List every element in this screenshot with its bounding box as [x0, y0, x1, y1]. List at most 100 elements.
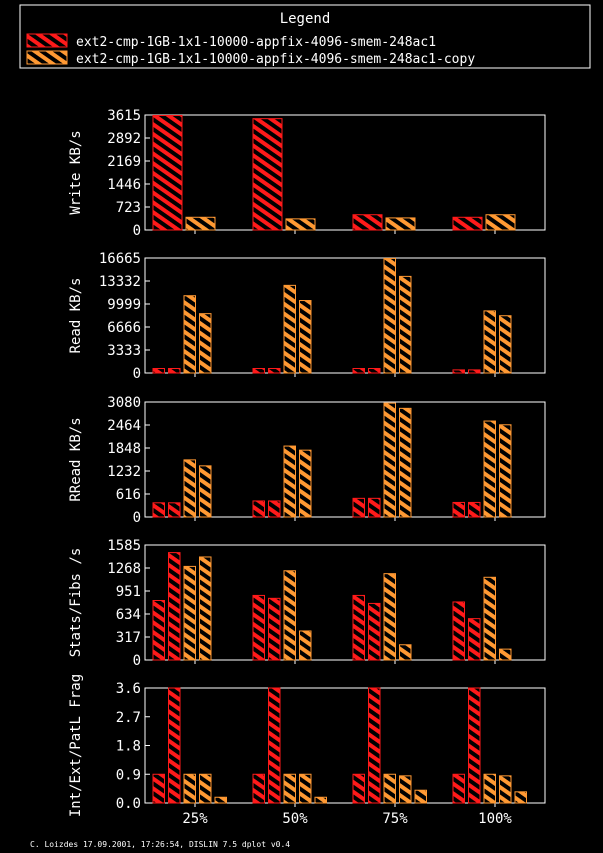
bar-100pct-series-4	[499, 775, 512, 804]
y-tick-label: 0.9	[116, 767, 141, 783]
bar-100pct-series-3	[483, 576, 496, 661]
bar-75pct-series-1	[352, 497, 365, 518]
y-tick-label: 1446	[107, 177, 141, 193]
bar-25pct-series-1	[152, 773, 165, 804]
legend-label-series-1: ext2-cmp-1GB-1x1-10000-appfix-4096-smem-…	[76, 35, 436, 50]
legend: Legend ext2-cmp-1GB-1x1-10000-appfix-409…	[19, 4, 591, 69]
bar-75pct-series-1	[352, 594, 365, 661]
y-axis-label: RRead KB/s	[68, 417, 84, 501]
bar-50pct-series-1	[252, 594, 265, 661]
y-tick-label: 723	[116, 200, 141, 216]
bar-100pct-series-5	[514, 791, 527, 804]
panel-3: 0 616 1232 1848 2464 3080 RRead KB/s	[68, 395, 546, 526]
bar-25pct-series-1	[152, 114, 183, 231]
y-tick-label: 9999	[107, 297, 141, 313]
y-tick-label: 6666	[107, 320, 141, 336]
bar-50pct-series-4	[299, 773, 312, 804]
bar-50pct-series-2	[285, 218, 316, 231]
chart-panels: 0 723 1446 2169 2892 3615 Write KB/s 0 3333 6666 9…	[68, 108, 546, 827]
bar-100pct-series-1	[452, 601, 465, 661]
y-tick-label: 2.7	[116, 710, 141, 726]
bar-50pct-series-3	[283, 445, 296, 518]
bar-25pct-series-2	[168, 552, 181, 661]
bar-50pct-series-1	[252, 118, 283, 231]
bar-75pct-series-4	[399, 407, 412, 518]
bar-25pct-series-3	[183, 773, 196, 804]
y-tick-label: 1848	[107, 441, 141, 457]
y-tick-label: 16665	[99, 251, 141, 267]
y-axis-label: Stats/Fibs /s	[68, 548, 84, 658]
bar-75pct-series-2	[368, 497, 381, 518]
bar-25pct-series-1	[152, 600, 165, 661]
plot-frame	[144, 544, 546, 661]
y-tick-label: 2892	[107, 131, 141, 147]
y-tick-label: 2464	[107, 418, 141, 434]
y-tick-label: 13332	[99, 274, 141, 290]
y-tick-label: 1268	[107, 561, 141, 577]
y-tick-label: 616	[116, 487, 141, 503]
bar-100pct-series-3	[483, 420, 496, 518]
x-tick-label: 25%	[182, 811, 208, 827]
bar-100pct-series-1	[452, 773, 465, 804]
bar-100pct-series-2	[468, 618, 481, 661]
x-tick-label: 100%	[478, 811, 512, 827]
plot-frame	[144, 257, 546, 374]
bar-75pct-series-4	[399, 275, 412, 374]
bar-100pct-series-4	[499, 648, 512, 661]
bar-75pct-series-2	[368, 687, 381, 804]
bar-75pct-series-1	[352, 214, 383, 231]
bar-50pct-series-3	[283, 570, 296, 661]
bar-50pct-series-3	[283, 284, 296, 374]
bar-100pct-series-2	[468, 369, 481, 374]
panel-2: 0 3333 6666 9999 13332 16665 Read KB/s	[68, 251, 546, 382]
bar-75pct-series-2	[385, 217, 416, 231]
bar-25pct-series-3	[183, 459, 196, 518]
bar-25pct-series-3	[183, 295, 196, 374]
bar-100pct-series-4	[499, 315, 512, 374]
bar-50pct-series-2	[268, 368, 281, 374]
bar-50pct-series-5	[314, 796, 327, 804]
bar-25pct-series-3	[183, 565, 196, 661]
legend-swatch-series-2	[26, 50, 68, 65]
y-tick-label: 2169	[107, 154, 141, 170]
bar-75pct-series-3	[383, 773, 396, 804]
bar-50pct-series-1	[252, 500, 265, 518]
legend-frame	[19, 4, 591, 69]
x-tick-label: 50%	[282, 811, 308, 827]
bar-75pct-series-4	[399, 644, 412, 661]
y-axis-label: Int/Ext/PatL Frag	[68, 674, 84, 817]
bar-100pct-series-1	[452, 216, 483, 231]
bar-75pct-series-1	[352, 368, 365, 374]
bar-25pct-series-2	[168, 502, 181, 518]
bar-50pct-series-3	[283, 773, 296, 804]
bar-25pct-series-4	[199, 773, 212, 804]
y-tick-label: 1232	[107, 464, 141, 480]
bar-25pct-series-5	[214, 796, 227, 804]
panel-1: 0 723 1446 2169 2892 3615 Write KB/s	[68, 108, 546, 239]
bar-50pct-series-2	[268, 687, 281, 804]
bar-50pct-series-2	[268, 500, 281, 518]
bar-100pct-series-3	[483, 310, 496, 374]
footer-credit: C. Loizdes 17.09.2001, 17:26:54, DISLIN …	[30, 840, 290, 849]
y-tick-label: 634	[116, 607, 141, 623]
bar-100pct-series-1	[452, 501, 465, 518]
plot-frame	[144, 401, 546, 518]
bar-50pct-series-2	[268, 597, 281, 661]
bar-75pct-series-4	[399, 775, 412, 804]
y-tick-label: 3.6	[116, 681, 141, 697]
bar-100pct-series-2	[468, 501, 481, 518]
legend-swatch-series-1	[26, 33, 68, 48]
bar-75pct-series-3	[383, 402, 396, 518]
bar-75pct-series-2	[368, 368, 381, 374]
y-tick-label: 0	[133, 510, 141, 526]
bar-75pct-series-3	[383, 573, 396, 661]
legend-title: Legend	[280, 11, 331, 27]
bar-50pct-series-4	[299, 300, 312, 374]
y-axis-label: Read KB/s	[68, 278, 84, 354]
bar-25pct-series-4	[199, 556, 212, 661]
bar-50pct-series-4	[299, 630, 312, 661]
bar-100pct-series-4	[499, 424, 512, 518]
y-axis-label: Write KB/s	[68, 130, 84, 214]
y-tick-label: 3615	[107, 108, 141, 124]
